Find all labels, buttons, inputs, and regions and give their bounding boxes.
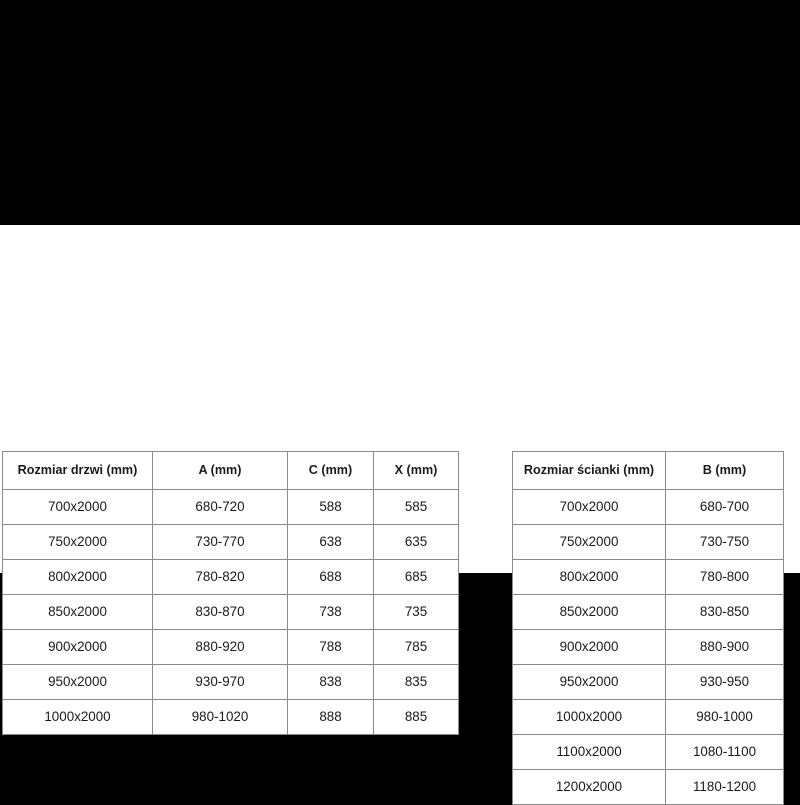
table-row: 1000x2000 980-1020 888 885: [2, 699, 459, 735]
cell-b: 680-700: [665, 489, 784, 525]
cell-wall-size: 700x2000: [512, 489, 666, 525]
table-header-row: Rozmiar drzwi (mm) A (mm) C (mm) X (mm): [2, 451, 459, 490]
column-header-door-size: Rozmiar drzwi (mm): [2, 451, 153, 490]
cell-c: 788: [287, 629, 374, 665]
cell-b: 730-750: [665, 524, 784, 560]
cell-c: 688: [287, 559, 374, 595]
table-row: 1000x2000 980-1000: [512, 699, 784, 735]
cell-c: 888: [287, 699, 374, 735]
table-row: 950x2000 930-970 838 835: [2, 664, 459, 700]
content-panel: Rozmiar drzwi (mm) A (mm) C (mm) X (mm) …: [0, 225, 800, 805]
table-row: 800x2000 780-820 688 685: [2, 559, 459, 595]
cell-c: 588: [287, 489, 374, 525]
cell-wall-size: 800x2000: [512, 559, 666, 595]
table-row: 1200x2000 1180-1200: [512, 769, 784, 805]
cell-wall-size: 900x2000: [512, 629, 666, 665]
column-header-a: A (mm): [152, 451, 288, 490]
cell-x: 885: [373, 699, 459, 735]
cell-wall-size: 750x2000: [512, 524, 666, 560]
column-header-b: B (mm): [665, 451, 784, 490]
cell-x: 835: [373, 664, 459, 700]
cell-door-size: 700x2000: [2, 489, 153, 525]
cell-c: 638: [287, 524, 374, 560]
cell-a: 880-920: [152, 629, 288, 665]
table-row: 750x2000 730-750: [512, 524, 784, 560]
cell-a: 980-1020: [152, 699, 288, 735]
cell-b: 1180-1200: [665, 769, 784, 805]
wall-spec-table: Rozmiar ścianki (mm) B (mm) 700x2000 680…: [512, 451, 784, 805]
table-row: 900x2000 880-900: [512, 629, 784, 665]
cell-c: 738: [287, 594, 374, 630]
cell-b: 1080-1100: [665, 734, 784, 770]
cell-door-size: 1000x2000: [2, 699, 153, 735]
cell-x: 785: [373, 629, 459, 665]
cell-wall-size: 1100x2000: [512, 734, 666, 770]
cell-a: 730-770: [152, 524, 288, 560]
table-row: 700x2000 680-720 588 585: [2, 489, 459, 525]
cell-x: 735: [373, 594, 459, 630]
table-row: 1100x2000 1080-1100: [512, 734, 784, 770]
column-header-wall-size: Rozmiar ścianki (mm): [512, 451, 666, 490]
cell-wall-size: 1000x2000: [512, 699, 666, 735]
cell-wall-size: 950x2000: [512, 664, 666, 700]
cell-a: 780-820: [152, 559, 288, 595]
table-row: 950x2000 930-950: [512, 664, 784, 700]
table-header-row: Rozmiar ścianki (mm) B (mm): [512, 451, 784, 490]
cell-door-size: 900x2000: [2, 629, 153, 665]
cell-door-size: 800x2000: [2, 559, 153, 595]
cell-a: 680-720: [152, 489, 288, 525]
cell-b: 780-800: [665, 559, 784, 595]
table-row: 700x2000 680-700: [512, 489, 784, 525]
table-row: 800x2000 780-800: [512, 559, 784, 595]
column-header-c: C (mm): [287, 451, 374, 490]
cell-wall-size: 1200x2000: [512, 769, 666, 805]
cell-b: 980-1000: [665, 699, 784, 735]
cell-a: 930-970: [152, 664, 288, 700]
cell-x: 585: [373, 489, 459, 525]
table-row: 850x2000 830-870 738 735: [2, 594, 459, 630]
cell-b: 830-850: [665, 594, 784, 630]
table-row: 750x2000 730-770 638 635: [2, 524, 459, 560]
cell-b: 930-950: [665, 664, 784, 700]
table-row: 900x2000 880-920 788 785: [2, 629, 459, 665]
doors-spec-table: Rozmiar drzwi (mm) A (mm) C (mm) X (mm) …: [2, 451, 459, 735]
cell-x: 635: [373, 524, 459, 560]
cell-door-size: 750x2000: [2, 524, 153, 560]
cell-wall-size: 850x2000: [512, 594, 666, 630]
cell-a: 830-870: [152, 594, 288, 630]
cell-door-size: 950x2000: [2, 664, 153, 700]
cell-c: 838: [287, 664, 374, 700]
table-row: 850x2000 830-850: [512, 594, 784, 630]
cell-x: 685: [373, 559, 459, 595]
column-header-x: X (mm): [373, 451, 459, 490]
cell-b: 880-900: [665, 629, 784, 665]
cell-door-size: 850x2000: [2, 594, 153, 630]
